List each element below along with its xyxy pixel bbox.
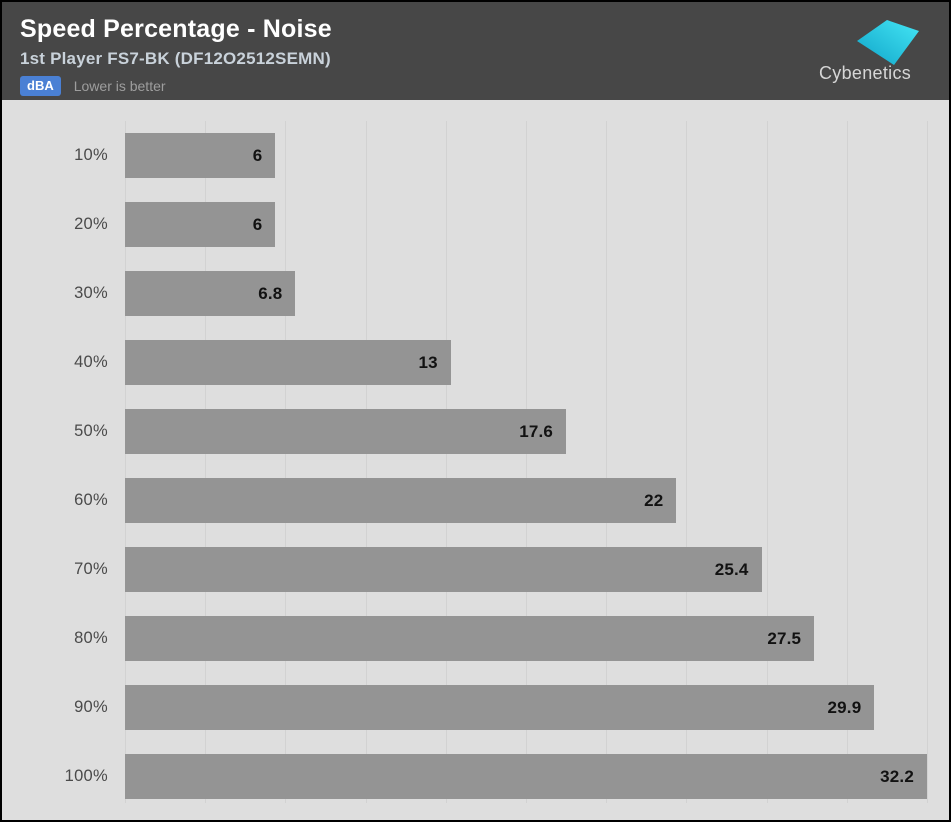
category-label: 100% bbox=[64, 767, 108, 785]
chart-row: 30% 6.8 bbox=[74, 259, 927, 328]
gridline bbox=[205, 121, 207, 803]
lower-is-better-note: Lower is better bbox=[73, 77, 166, 94]
gridline bbox=[606, 121, 608, 803]
bar: 25.4 bbox=[125, 547, 762, 592]
value-label: 13 bbox=[418, 352, 438, 372]
cybenetics-logo: Cybenetics bbox=[819, 18, 919, 84]
chart-row: 60% 22 bbox=[74, 466, 927, 535]
bar: 17.6 bbox=[125, 409, 567, 454]
category-label: 20% bbox=[74, 215, 108, 233]
bar: 6.8 bbox=[125, 271, 296, 316]
chart-row: 50% 17.6 bbox=[74, 397, 927, 466]
chart-subtitle: 1st Player FS7-BK (DF12O2512SEMN) bbox=[20, 48, 331, 68]
chart-row: 100% 32.2 bbox=[65, 742, 927, 811]
bar: 13 bbox=[125, 340, 451, 385]
chart-row: 40% 13 bbox=[74, 328, 927, 397]
gridline bbox=[125, 121, 126, 803]
chart-row: 70% 25.4 bbox=[74, 535, 927, 604]
value-label: 25.4 bbox=[714, 559, 749, 579]
gridline bbox=[686, 121, 688, 803]
value-label: 6.8 bbox=[258, 283, 283, 303]
badge-row: dBA Lower is better bbox=[20, 75, 949, 96]
cybenetics-wordmark: Cybenetics bbox=[819, 63, 912, 83]
category-label: 70% bbox=[74, 560, 108, 578]
category-label: 50% bbox=[74, 422, 108, 440]
plot-rows: 10% 6 20% 6 30% 6.8 40% 13 50% 17.6 60% 22 70% 25.4 80… bbox=[65, 121, 927, 811]
category-label: 60% bbox=[74, 491, 108, 509]
gridline bbox=[927, 121, 928, 803]
value-label: 17.6 bbox=[519, 421, 554, 441]
bar: 22 bbox=[125, 478, 677, 523]
gridlines bbox=[125, 121, 928, 803]
plot-area: 10% 6 20% 6 30% 6.8 40% 13 50% 17.6 60% 22 70% 25.4 80… bbox=[65, 121, 928, 811]
gridline bbox=[285, 121, 287, 803]
gridline bbox=[365, 121, 367, 803]
value-label: 6 bbox=[252, 214, 263, 234]
gridline bbox=[526, 121, 527, 803]
bar: 29.9 bbox=[125, 685, 875, 730]
category-label: 90% bbox=[74, 698, 108, 716]
category-label: 40% bbox=[74, 353, 108, 371]
cybenetics-logo-icon bbox=[857, 20, 919, 65]
chart-row: 10% 6 bbox=[74, 121, 927, 190]
chart-header: Speed Percentage - Noise 1st Player FS7-… bbox=[2, 2, 949, 100]
value-label: 22 bbox=[644, 490, 664, 510]
bar: 6 bbox=[125, 202, 276, 247]
gridline bbox=[445, 121, 447, 803]
gridline bbox=[766, 121, 768, 803]
chart-row: 80% 27.5 bbox=[74, 604, 927, 673]
value-label: 6 bbox=[252, 145, 263, 165]
chart-title: Speed Percentage - Noise bbox=[20, 15, 332, 43]
value-label: 32.2 bbox=[880, 766, 914, 786]
category-label: 30% bbox=[74, 284, 108, 302]
bar: 6 bbox=[125, 133, 276, 178]
value-label: 29.9 bbox=[827, 697, 862, 717]
category-label: 80% bbox=[74, 629, 108, 647]
chart-row: 20% 6 bbox=[74, 190, 927, 259]
bar: 32.2 bbox=[125, 754, 927, 799]
category-label: 10% bbox=[74, 146, 108, 164]
chart-row: 90% 29.9 bbox=[74, 673, 927, 742]
unit-badge: dBA bbox=[20, 75, 61, 96]
bar: 27.5 bbox=[125, 616, 815, 661]
value-label: 27.5 bbox=[767, 628, 802, 648]
gridline bbox=[846, 121, 848, 803]
